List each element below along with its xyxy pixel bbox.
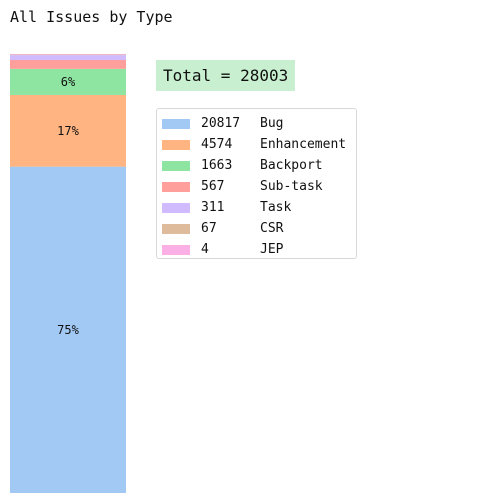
legend-item-sub-task: 567 Sub-task [157, 176, 356, 197]
legend-swatch [162, 139, 190, 150]
bar-segment-jep [10, 54, 126, 55]
legend-label: Task [260, 200, 292, 215]
legend-label: Enhancement [260, 137, 347, 152]
legend-swatch [162, 160, 190, 171]
legend-count: 567 [201, 179, 225, 194]
legend-label: Bug [260, 116, 284, 131]
bar-segment-bug [10, 166, 126, 493]
legend-label: CSR [260, 221, 284, 236]
bar-segment-backport [10, 68, 126, 95]
bar-segment-sub-task [10, 59, 126, 69]
legend-count: 20817 [201, 116, 241, 131]
legend-item-bug: 20817 Bug [157, 113, 356, 134]
legend: 20817 Bug 4574 Enhancement 1663 Backport 567 Su… [156, 108, 357, 259]
legend-count: 4 [201, 242, 209, 257]
legend-count: 311 [201, 200, 225, 215]
legend-count: 1663 [201, 158, 233, 173]
legend-swatch [162, 202, 190, 213]
legend-swatch [162, 181, 190, 192]
chart-title: All Issues by Type [10, 8, 173, 26]
total-label: Total = 28003 [156, 60, 296, 91]
legend-item-jep: 4 JEP [157, 239, 356, 260]
percent-label-enhancement: 17% [57, 124, 79, 138]
legend-label: Sub-task [260, 179, 323, 194]
percent-label-bug: 75% [57, 323, 79, 337]
legend-swatch [162, 118, 190, 129]
percent-label-backport: 6% [61, 75, 76, 89]
legend-label: JEP [260, 242, 284, 257]
legend-item-enhancement: 4574 Enhancement [157, 134, 356, 155]
legend-swatch [162, 244, 190, 255]
legend-count: 4574 [201, 137, 233, 152]
legend-item-task: 311 Task [157, 197, 356, 218]
bar-segment-task [10, 55, 126, 60]
bar-segment-enhancement [10, 94, 126, 167]
legend-count: 67 [201, 221, 217, 236]
legend-swatch [162, 223, 190, 234]
legend-label: Backport [260, 158, 323, 173]
legend-item-csr: 67 CSR [157, 218, 356, 239]
legend-item-backport: 1663 Backport [157, 155, 356, 176]
